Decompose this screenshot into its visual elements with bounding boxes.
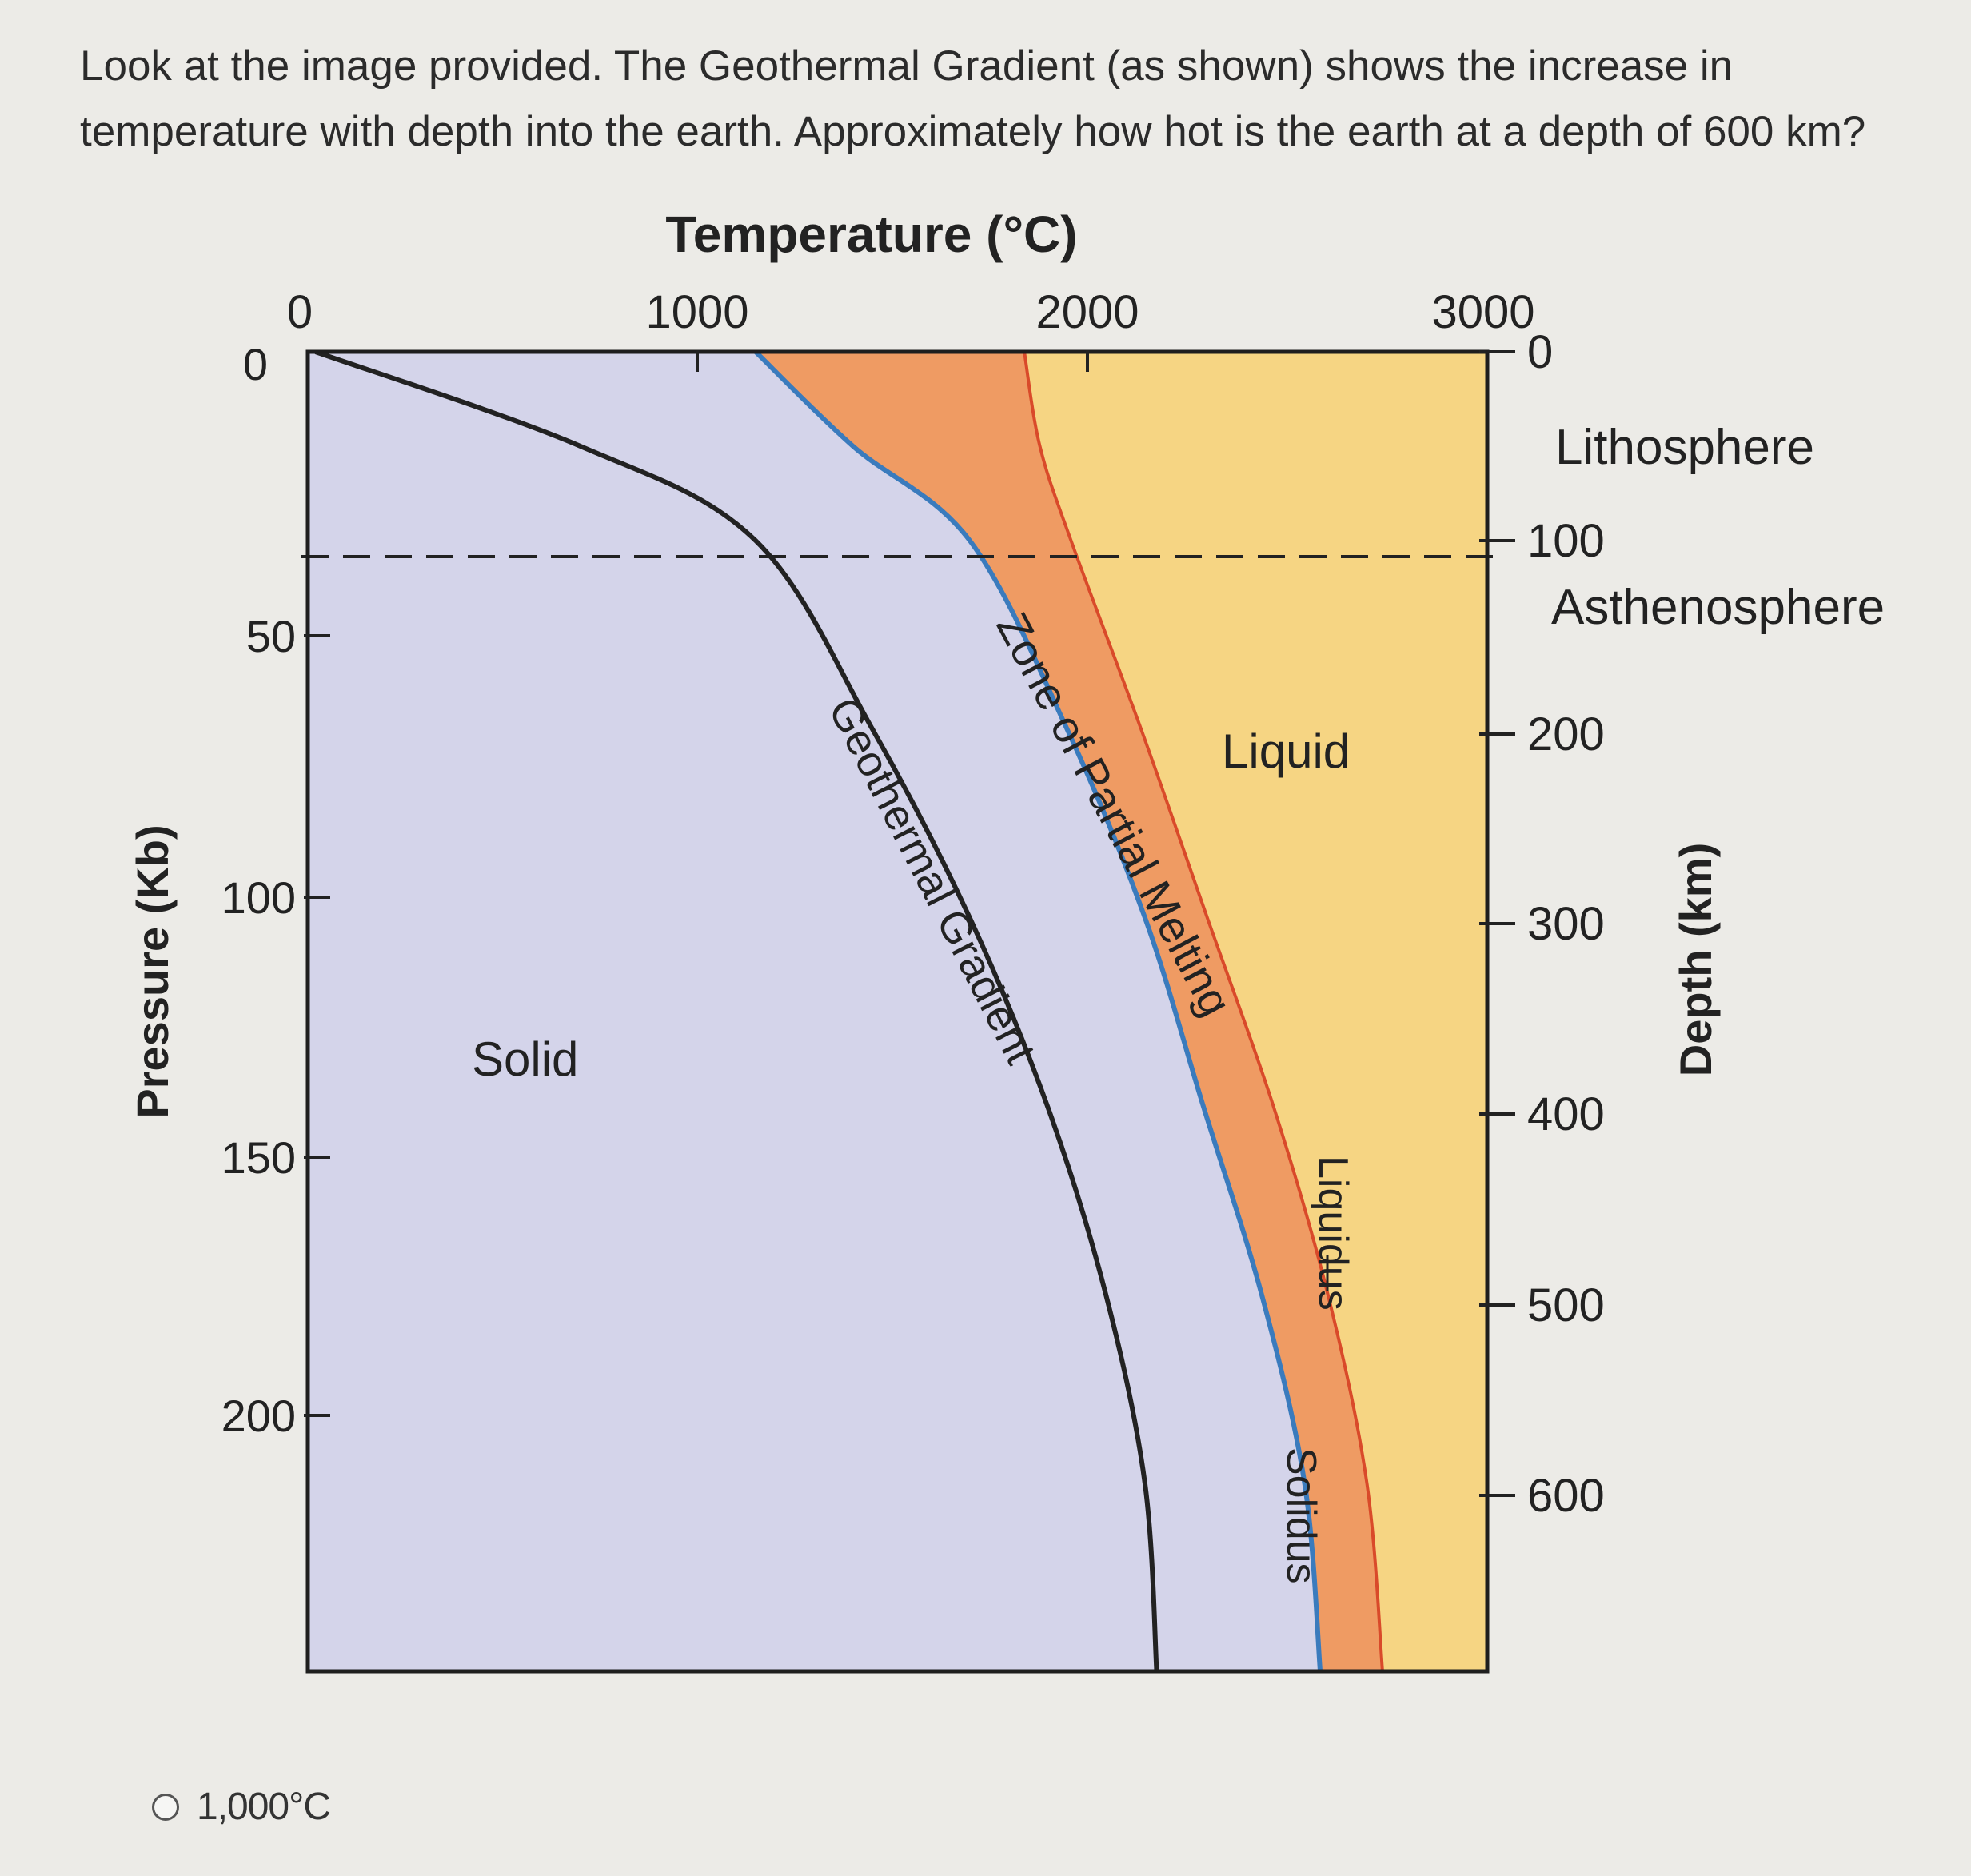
temperature-tick-label: 1000	[645, 286, 748, 338]
solid-label: Solid	[472, 1032, 578, 1086]
depth-tick-label: 100	[1527, 515, 1605, 567]
liquidus-curve	[1023, 352, 1384, 1671]
pressure-tick-label: 0	[243, 339, 268, 389]
solid-region	[308, 352, 1321, 1671]
pressure-tick-label: 50	[246, 611, 296, 661]
pressure-tick-label: 150	[221, 1132, 296, 1183]
lithosphere-label: Lithosphere	[1555, 420, 1814, 475]
geothermal-gradient-curve	[314, 352, 1159, 1671]
asthenosphere-label: Asthenosphere	[1551, 580, 1885, 635]
pressure-tick-label: 200	[221, 1391, 296, 1441]
question-text: Look at the image provided. The Geotherm…	[80, 42, 1866, 155]
solidus-curve	[753, 352, 1323, 1671]
depth-tick-label: 400	[1527, 1088, 1605, 1140]
depth-tick-label: 300	[1527, 898, 1605, 950]
temperature-tick-label: 0	[287, 286, 313, 338]
pressure-axis-label: Pressure (Kb)	[127, 824, 178, 1118]
depth-tick-label: 500	[1527, 1279, 1605, 1331]
pressure-tick-label: 100	[221, 872, 296, 923]
radio-button[interactable]	[152, 1793, 179, 1821]
depth-tick-label: 0	[1527, 326, 1553, 378]
depth-tick-label: 600	[1527, 1470, 1605, 1522]
answer-option-1000c[interactable]: 1,000°C	[152, 1785, 331, 1829]
temperature-tick-label: 2000	[1035, 286, 1139, 338]
plot-frame	[305, 349, 1490, 1674]
liquidus-label: Liquidus	[1310, 1156, 1356, 1311]
solidus-label: Solidus	[1278, 1447, 1324, 1584]
answer-label: 1,000°C	[197, 1786, 331, 1828]
depth-tick-label: 200	[1527, 708, 1605, 760]
chart-title: Temperature (°C)	[665, 206, 1077, 263]
plot-area	[308, 352, 1487, 1671]
temperature-tick-label: 3000	[1431, 286, 1534, 338]
depth-axis-label: Depth (km)	[1670, 843, 1721, 1076]
liquid-label: Liquid	[1222, 724, 1350, 778]
